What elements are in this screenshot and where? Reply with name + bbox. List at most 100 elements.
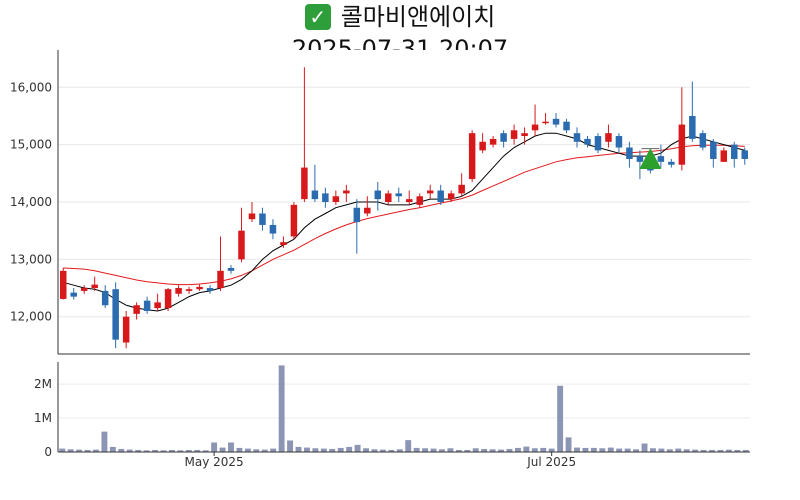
candle-body — [259, 213, 266, 225]
candle — [447, 190, 455, 202]
volume-tick-label: 1M — [34, 411, 52, 425]
candle-body — [437, 190, 444, 202]
candle-body — [447, 193, 455, 200]
candle — [479, 133, 486, 154]
volume-bar — [329, 448, 336, 452]
volume-bar — [76, 449, 83, 452]
volume-bar — [261, 449, 268, 452]
candle — [259, 207, 266, 231]
title-line: ✓ 콜마비앤에이치 — [0, 0, 800, 34]
candle-body — [720, 150, 728, 162]
volume-bar — [582, 447, 589, 452]
candle — [227, 265, 235, 274]
candle-body — [385, 193, 392, 202]
volume-bar — [430, 448, 437, 452]
x-axis: May 2025 Jul 2025 — [185, 452, 576, 469]
candle — [248, 202, 256, 223]
volume-bar — [185, 449, 192, 452]
candle-body — [405, 199, 413, 202]
candle-body — [458, 184, 465, 194]
candle — [689, 81, 696, 142]
candle — [343, 184, 350, 202]
candle — [290, 202, 298, 240]
candle — [175, 285, 182, 297]
candle-body — [731, 144, 738, 159]
candle-body — [605, 133, 612, 142]
candle — [311, 164, 319, 202]
candle-body — [563, 121, 570, 131]
candle — [164, 288, 172, 311]
candle-body — [374, 190, 382, 200]
volume-bar — [422, 448, 429, 452]
volume-bar — [523, 446, 530, 452]
candle-body — [91, 284, 98, 289]
volume-bar — [320, 448, 327, 452]
candle — [101, 285, 109, 309]
volume-bar — [590, 447, 597, 452]
candle — [269, 219, 277, 240]
candle — [280, 236, 287, 248]
volume-bar — [371, 449, 378, 452]
volume-bar — [59, 448, 66, 452]
candle-body — [185, 289, 193, 291]
volume-bar — [143, 450, 150, 452]
volume-bar — [67, 449, 74, 452]
candle-body — [584, 138, 591, 145]
candle-body — [133, 305, 140, 314]
volume-bar — [101, 431, 108, 452]
x-tick-label: Jul 2025 — [526, 455, 576, 469]
volume-bar — [498, 449, 505, 452]
candle-body — [668, 161, 675, 165]
buy-signal-triangle — [639, 147, 662, 169]
candle — [364, 196, 371, 217]
volume-bar — [109, 446, 116, 452]
candle — [196, 284, 203, 291]
candle-body — [70, 292, 77, 297]
candle-body — [175, 288, 182, 294]
candle — [70, 288, 77, 300]
candle — [699, 130, 707, 151]
candle-body — [322, 193, 329, 202]
candle-body — [101, 290, 109, 306]
candle-body — [206, 288, 214, 291]
stock-name: 콜마비앤에이치 — [340, 3, 496, 31]
candle-body — [542, 121, 549, 124]
candle — [573, 127, 581, 148]
volume-bar — [565, 437, 572, 452]
volume-bar — [649, 448, 656, 452]
candle — [605, 124, 612, 148]
candle — [458, 173, 465, 197]
candle — [615, 133, 623, 154]
price-panel: 12,000 13,000 14,000 15,000 16,000 — [10, 50, 750, 355]
volume-bar — [692, 449, 699, 452]
candle-body — [280, 242, 287, 246]
volume-bar — [379, 449, 386, 452]
volume-bar — [228, 442, 234, 452]
volume-bar — [557, 385, 564, 452]
candle-body — [227, 267, 235, 271]
candle-body — [626, 147, 633, 159]
volume-bar — [489, 449, 496, 452]
candle-body — [699, 133, 707, 148]
candle-body — [59, 270, 67, 299]
volume-bar — [295, 446, 302, 452]
candle-body — [343, 190, 350, 194]
candle-body — [552, 118, 560, 125]
candle-body — [154, 302, 161, 309]
price-tick-label: 12,000 — [10, 310, 52, 324]
candle-body — [594, 136, 602, 151]
candle-body — [657, 156, 665, 162]
volume-bar — [666, 449, 673, 452]
volume-bar — [160, 450, 167, 452]
volume-bar — [303, 447, 310, 452]
volume-bar — [439, 449, 445, 452]
candle — [489, 136, 497, 148]
candle — [594, 133, 602, 154]
candle — [437, 184, 444, 205]
volume-bar — [194, 449, 201, 452]
candle — [322, 187, 329, 208]
candle — [468, 130, 476, 182]
candle — [531, 104, 539, 137]
volume-bar — [337, 447, 344, 452]
